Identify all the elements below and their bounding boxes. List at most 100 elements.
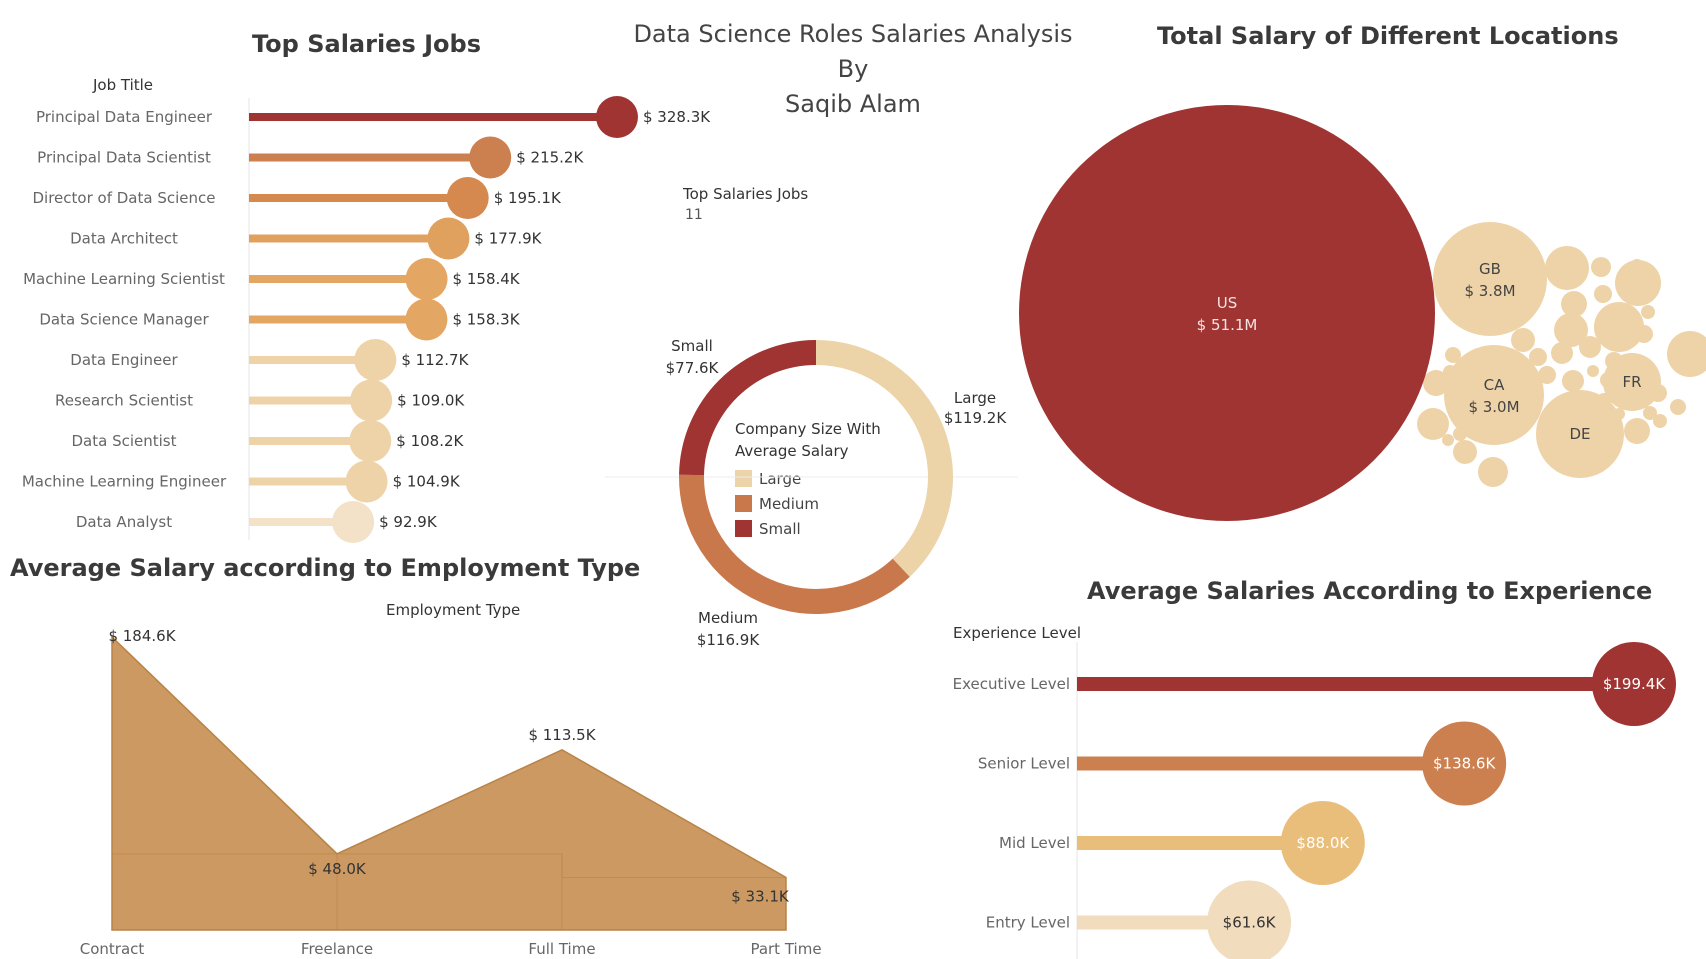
kpi-value: 11 xyxy=(685,207,703,223)
top-jobs-bar xyxy=(249,477,367,486)
locations-title: Total Salary of Different Locations xyxy=(1157,22,1619,50)
location-bubble-small xyxy=(1594,302,1644,352)
location-bubble-small xyxy=(1579,336,1601,358)
location-name-label: CA xyxy=(1484,376,1505,394)
top-jobs-dot xyxy=(469,136,512,179)
kpi-label: Top Salaries Jobs xyxy=(683,185,809,203)
donut-value-label: $77.6K xyxy=(666,359,720,377)
location-bubble-small xyxy=(1423,370,1449,396)
location-bubble-us xyxy=(1019,105,1435,521)
experience-category-label: Executive Level xyxy=(953,675,1070,693)
location-bubble-small xyxy=(1529,348,1547,366)
top-jobs-value-label: $ 215.2K xyxy=(516,149,584,167)
top-jobs-category-label: Data Architect xyxy=(70,230,178,248)
location-name-label: FR xyxy=(1622,373,1641,391)
employment-value-label: $ 113.5K xyxy=(528,726,596,744)
location-bubble-small xyxy=(1587,365,1599,377)
top-jobs-category-label: Director of Data Science xyxy=(33,189,216,207)
experience-category-label: Entry Level xyxy=(986,914,1070,932)
experience-dot xyxy=(1280,801,1365,885)
location-value-label: $ 51.1M xyxy=(1197,316,1258,334)
dashboard-title-line1: Data Science Roles Salaries Analysis xyxy=(633,20,1073,48)
top-jobs-category-label: Data Engineer xyxy=(70,351,178,369)
top-jobs-category-label: Research Scientist xyxy=(55,392,193,410)
top-jobs-dot xyxy=(446,177,489,219)
top-jobs-dot xyxy=(427,217,470,260)
location-bubble-small xyxy=(1554,313,1588,347)
top-jobs-bar xyxy=(249,275,427,283)
location-bubble-small xyxy=(1630,259,1644,273)
location-bubble-small xyxy=(1453,440,1477,464)
top-jobs-axis-label: Job Title xyxy=(93,76,154,94)
experience-bar xyxy=(1077,836,1323,850)
location-name-label: GB xyxy=(1479,260,1501,278)
top-jobs-value-label: $ 92.9K xyxy=(379,513,438,531)
location-bubble-small xyxy=(1417,408,1449,440)
top-jobs-dot xyxy=(349,420,392,462)
top-jobs-dot xyxy=(354,339,397,381)
top-jobs-bar xyxy=(249,234,449,243)
donut-value-label: $116.9K xyxy=(697,631,760,649)
location-bubble-small xyxy=(1643,406,1657,420)
top-jobs-dot xyxy=(350,379,393,422)
top-jobs-dot xyxy=(405,298,448,341)
employment-axis-label: Employment Type xyxy=(386,601,521,619)
top-jobs-bar xyxy=(249,153,491,162)
experience-dot xyxy=(1592,642,1676,726)
location-bubble-small xyxy=(1478,457,1508,487)
location-bubble-small xyxy=(1624,418,1650,444)
top-jobs-category-label: Machine Learning Engineer xyxy=(22,473,227,491)
top-jobs-value-label: $ 104.9K xyxy=(393,473,461,491)
top-jobs-bar xyxy=(249,194,468,202)
location-bubble-small xyxy=(1538,366,1556,384)
experience-bar xyxy=(1077,677,1634,691)
location-name-label: US xyxy=(1217,294,1238,312)
location-name-label: DE xyxy=(1569,425,1590,443)
experience-bar xyxy=(1077,915,1250,930)
donut-category-label: Small xyxy=(671,337,713,355)
donut-legend-label: Small xyxy=(759,519,801,538)
employment-area xyxy=(111,635,787,931)
donut-slice-small xyxy=(679,340,816,476)
top-jobs-title: Top Salaries Jobs xyxy=(252,30,481,58)
location-bubble-small xyxy=(1641,305,1655,319)
location-bubble-small xyxy=(1670,399,1686,415)
top-jobs-bar xyxy=(249,437,371,445)
donut-category-label: Large xyxy=(954,389,996,407)
location-value-label: $ 3.0M xyxy=(1468,398,1519,416)
donut-legend-label: Large xyxy=(759,469,802,488)
top-jobs-value-label: $ 158.4K xyxy=(453,270,521,288)
top-jobs-dot xyxy=(596,96,638,138)
location-value-label: $ 3.8M xyxy=(1464,282,1515,300)
donut-legend-swatch xyxy=(735,495,752,512)
location-bubble-small xyxy=(1551,342,1573,364)
experience-category-label: Mid Level xyxy=(999,834,1070,852)
donut-legend-swatch xyxy=(735,520,752,537)
location-bubble-small xyxy=(1653,414,1667,428)
top-jobs-category-label: Data Science Manager xyxy=(39,311,209,329)
dashboard-title-line2: By xyxy=(837,55,869,83)
experience-value-label: $199.4K xyxy=(1603,675,1666,693)
top-jobs-category-label: Principal Data Engineer xyxy=(36,108,213,126)
location-bubble-small xyxy=(1561,291,1587,317)
top-jobs-bar xyxy=(249,113,617,121)
donut-category-label: Medium xyxy=(698,609,758,627)
experience-category-label: Senior Level xyxy=(978,755,1070,773)
experience-value-label: $61.6K xyxy=(1223,914,1277,932)
employment-category-label: Contract xyxy=(80,940,145,958)
donut-legend: Company Size With Average Salary Large Me… xyxy=(735,418,885,541)
top-jobs-bar xyxy=(249,356,376,364)
location-bubble-small xyxy=(1594,285,1612,303)
top-jobs-value-label: $ 109.0K xyxy=(397,392,465,410)
employment-value-label: $ 184.6K xyxy=(108,627,176,645)
top-jobs-bar xyxy=(249,315,427,324)
donut-value-label: $119.2K xyxy=(944,409,1007,427)
top-jobs-bar xyxy=(249,396,372,405)
location-bubble-small xyxy=(1635,325,1653,343)
top-jobs-dot xyxy=(332,501,375,543)
experience-value-label: $138.6K xyxy=(1433,755,1496,773)
employment-category-label: Part Time xyxy=(750,940,821,958)
location-bubble-small xyxy=(1442,434,1454,446)
top-jobs-category-label: Data Analyst xyxy=(76,513,172,531)
